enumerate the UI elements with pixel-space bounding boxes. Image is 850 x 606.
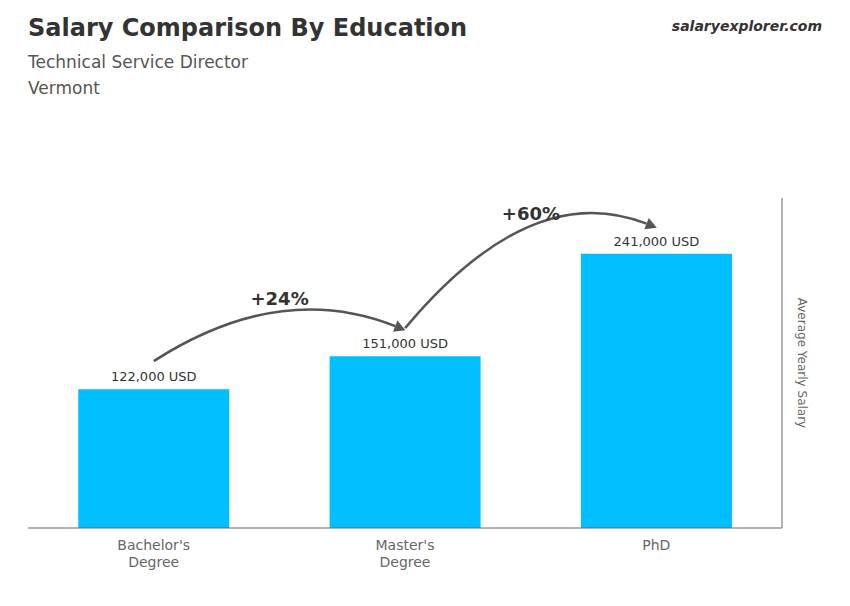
svg-text:241,000 USD: 241,000 USD xyxy=(614,234,700,249)
svg-text:Average Yearly Salary: Average Yearly Salary xyxy=(795,298,809,428)
svg-text:Bachelor'sDegree: Bachelor'sDegree xyxy=(117,537,190,570)
html-text:salaryexplorer.com: salaryexplorer.com xyxy=(671,18,822,34)
html-text:Salary Comparison By Education: Salary Comparison By Education xyxy=(28,14,468,42)
svg-text:PhD: PhD xyxy=(642,537,670,553)
svg-text:Master'sDegree: Master'sDegree xyxy=(376,537,435,570)
html-text:Technical Service Director: Technical Service Director xyxy=(28,52,248,72)
svg-text:151,000 USD: 151,000 USD xyxy=(362,336,448,351)
html-text:Vermont: Vermont xyxy=(28,78,100,98)
svg-text:122,000 USD: 122,000 USD xyxy=(111,369,197,384)
svg-text:+60%: +60% xyxy=(502,203,560,224)
svg-text:+24%: +24% xyxy=(251,288,309,309)
